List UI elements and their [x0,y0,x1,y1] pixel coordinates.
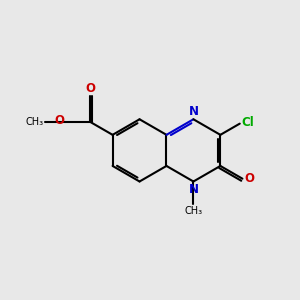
Text: O: O [54,114,64,127]
Text: O: O [85,82,96,95]
Text: N: N [188,105,198,118]
Text: CH₃: CH₃ [184,206,202,216]
Text: N: N [188,183,198,196]
Text: Cl: Cl [242,116,254,129]
Text: CH₃: CH₃ [25,117,43,127]
Text: O: O [244,172,254,185]
